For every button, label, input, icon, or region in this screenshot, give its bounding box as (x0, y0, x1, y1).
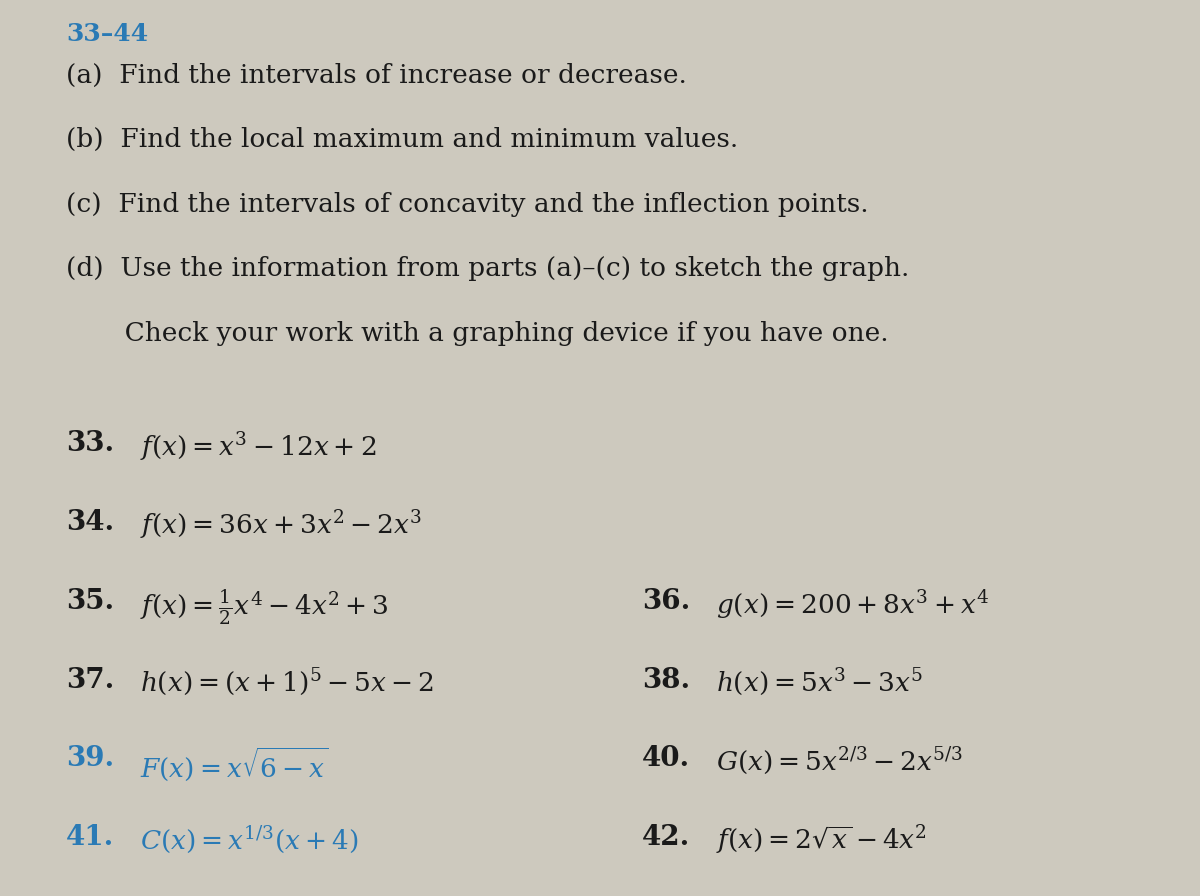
Text: $g(x) = 200 + 8x^3 + x^4$: $g(x) = 200 + 8x^3 + x^4$ (716, 588, 990, 621)
Text: 34.: 34. (66, 509, 114, 536)
Text: 42.: 42. (642, 824, 690, 851)
Text: (b)  Find the local maximum and minimum values.: (b) Find the local maximum and minimum v… (66, 127, 738, 152)
Text: 40.: 40. (642, 745, 690, 772)
Text: $f(x) = x^3 - 12x + 2$: $f(x) = x^3 - 12x + 2$ (140, 430, 377, 463)
Text: 38.: 38. (642, 667, 690, 694)
Text: 33.: 33. (66, 430, 114, 457)
Text: 41.: 41. (66, 824, 114, 851)
Text: $f(x) = 36x + 3x^2 - 2x^3$: $f(x) = 36x + 3x^2 - 2x^3$ (140, 509, 422, 542)
Text: 35.: 35. (66, 588, 114, 615)
Text: $C(x) = x^{1/3}(x + 4)$: $C(x) = x^{1/3}(x + 4)$ (140, 824, 359, 856)
Text: 37.: 37. (66, 667, 114, 694)
Text: 33–44: 33–44 (66, 22, 148, 47)
Text: (a)  Find the intervals of increase or decrease.: (a) Find the intervals of increase or de… (66, 63, 686, 88)
Text: $h(x) = 5x^3 - 3x^5$: $h(x) = 5x^3 - 3x^5$ (716, 667, 924, 698)
Text: $f(x) = 2\sqrt{x} - 4x^2$: $f(x) = 2\sqrt{x} - 4x^2$ (716, 824, 928, 857)
Text: 39.: 39. (66, 745, 114, 772)
Text: 36.: 36. (642, 588, 690, 615)
Text: (c)  Find the intervals of concavity and the inflection points.: (c) Find the intervals of concavity and … (66, 192, 869, 217)
Text: $h(x) = (x + 1)^5 - 5x - 2$: $h(x) = (x + 1)^5 - 5x - 2$ (140, 667, 434, 698)
Text: $F(x) = x\sqrt{6 - x}$: $F(x) = x\sqrt{6 - x}$ (140, 745, 329, 783)
Text: $f(x) = \frac{1}{2}x^4 - 4x^2 + 3$: $f(x) = \frac{1}{2}x^4 - 4x^2 + 3$ (140, 588, 389, 627)
Text: $G(x) = 5x^{2/3} - 2x^{5/3}$: $G(x) = 5x^{2/3} - 2x^{5/3}$ (716, 745, 964, 777)
Text: (d)  Use the information from parts (a)–(c) to sketch the graph.: (d) Use the information from parts (a)–(… (66, 256, 910, 281)
Text: Check your work with a graphing device if you have one.: Check your work with a graphing device i… (66, 321, 889, 346)
